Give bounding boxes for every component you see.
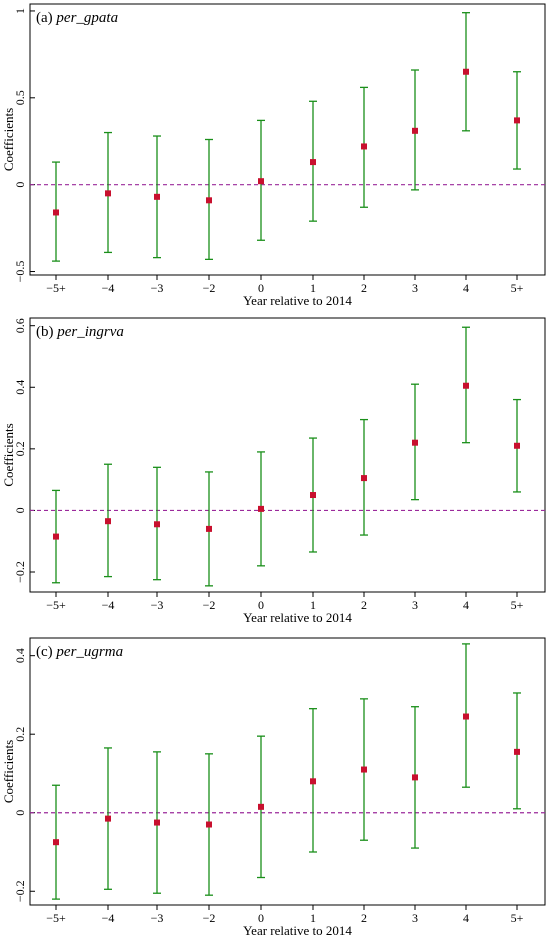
point-estimate — [310, 778, 316, 785]
x-tick-label: 5+ — [511, 911, 524, 925]
point-estimate — [310, 492, 316, 499]
panel-variable: per_gpata — [53, 10, 118, 26]
y-tick-label: 0.2 — [13, 727, 27, 742]
y-tick-label: −0.5 — [13, 261, 27, 283]
point-estimate — [206, 821, 212, 828]
x-tick-label: 4 — [463, 598, 469, 612]
x-tick-label: −5+ — [46, 281, 66, 295]
chart-panel-b: (b) per_ingrva −0.2 0 0.2 0.4 0.6 Coefficients… — [1, 317, 546, 625]
panel-title: (b) per_ingrva — [36, 324, 124, 340]
plot-frame — [29, 3, 546, 276]
x-axis-title: Year relative to 2014 — [243, 293, 352, 308]
y-tick-label: 0 — [13, 507, 27, 513]
x-tick-label: 4 — [463, 281, 469, 295]
x-tick-label: 5+ — [511, 598, 524, 612]
x-tick-label: 4 — [463, 911, 469, 925]
point-estimate — [463, 713, 469, 720]
chart-panel-c: (c) per_ugrma −0.2 0 0.2 0.4 Coefficients −5+ −… — [1, 637, 546, 938]
point-estimate — [105, 518, 111, 525]
point-estimate — [105, 815, 111, 822]
y-axis-title: Coefficients — [1, 423, 16, 486]
plot-frame — [29, 637, 546, 906]
y-tick-label: 0 — [13, 810, 27, 816]
point-estimate — [258, 178, 264, 185]
y-tick-label: 0.4 — [13, 648, 27, 663]
point-estimate — [463, 68, 469, 75]
x-tick-label: −3 — [151, 598, 164, 612]
plot-frame — [29, 317, 546, 593]
point-estimate — [463, 382, 469, 389]
x-tick-label: 3 — [412, 281, 418, 295]
point-estimate — [258, 505, 264, 512]
x-tick-label: −2 — [203, 281, 216, 295]
y-axis-title: Coefficients — [1, 740, 16, 803]
point-estimate — [53, 209, 59, 216]
x-tick-label: −2 — [203, 598, 216, 612]
point-estimate — [154, 819, 160, 826]
x-axis-title: Year relative to 2014 — [243, 610, 352, 625]
point-estimate — [361, 475, 367, 482]
panel-label: (c) — [36, 644, 53, 660]
x-tick-label: −3 — [151, 281, 164, 295]
y-tick-label: 0.6 — [13, 318, 27, 333]
x-tick-label: −5+ — [46, 911, 66, 925]
x-tick-label: −4 — [102, 281, 115, 295]
panel-variable: per_ugrma — [53, 644, 123, 660]
point-estimate — [258, 803, 264, 810]
y-tick-label: −0.2 — [13, 561, 27, 583]
point-estimate — [105, 190, 111, 197]
point-estimate — [361, 766, 367, 773]
x-tick-label: 2 — [361, 911, 367, 925]
x-tick-label: 3 — [412, 598, 418, 612]
panel-title: (c) per_ugrma — [36, 644, 123, 660]
point-estimate — [206, 525, 212, 532]
point-estimate — [53, 533, 59, 540]
point-estimate — [514, 117, 520, 124]
point-estimate — [310, 159, 316, 166]
panel-title: (a) per_gpata — [36, 10, 118, 26]
x-tick-label: −3 — [151, 911, 164, 925]
x-tick-label: 5+ — [511, 281, 524, 295]
x-tick-label: 0 — [258, 598, 264, 612]
x-tick-label: 1 — [310, 598, 316, 612]
x-tick-label: 0 — [258, 281, 264, 295]
y-tick-label: −0.2 — [13, 880, 27, 902]
y-tick-label: 1 — [13, 8, 27, 14]
panel-label: (a) — [36, 10, 53, 26]
y-tick-label: 0.4 — [13, 380, 27, 395]
point-estimate — [412, 774, 418, 781]
x-tick-label: 0 — [258, 911, 264, 925]
point-estimate — [412, 439, 418, 446]
y-tick-label: 0 — [13, 182, 27, 188]
panel-variable: per_ingrva — [54, 324, 124, 340]
x-tick-label: 3 — [412, 911, 418, 925]
point-estimate — [361, 143, 367, 150]
x-tick-label: −4 — [102, 911, 115, 925]
chart-panel-a: (a) per_gpata −0.5 0 0.5 1 Coefficients −5+ −4 −… — [1, 3, 546, 308]
point-estimate — [514, 748, 520, 755]
x-tick-label: 2 — [361, 281, 367, 295]
point-estimate — [154, 193, 160, 200]
x-tick-label: −2 — [203, 911, 216, 925]
x-tick-label: −4 — [102, 598, 115, 612]
point-estimate — [206, 197, 212, 204]
point-estimate — [154, 521, 160, 528]
x-tick-label: 1 — [310, 281, 316, 295]
y-tick-label: 0.5 — [13, 90, 27, 105]
panel-label: (b) — [36, 324, 54, 340]
y-axis-title: Coefficients — [1, 108, 16, 171]
x-axis-title: Year relative to 2014 — [243, 923, 352, 938]
x-tick-label: 2 — [361, 598, 367, 612]
x-tick-label: 1 — [310, 911, 316, 925]
point-estimate — [514, 442, 520, 449]
point-estimate — [412, 127, 418, 134]
x-tick-label: −5+ — [46, 598, 66, 612]
y-tick-label: 0.2 — [13, 441, 27, 456]
point-estimate — [53, 839, 59, 846]
